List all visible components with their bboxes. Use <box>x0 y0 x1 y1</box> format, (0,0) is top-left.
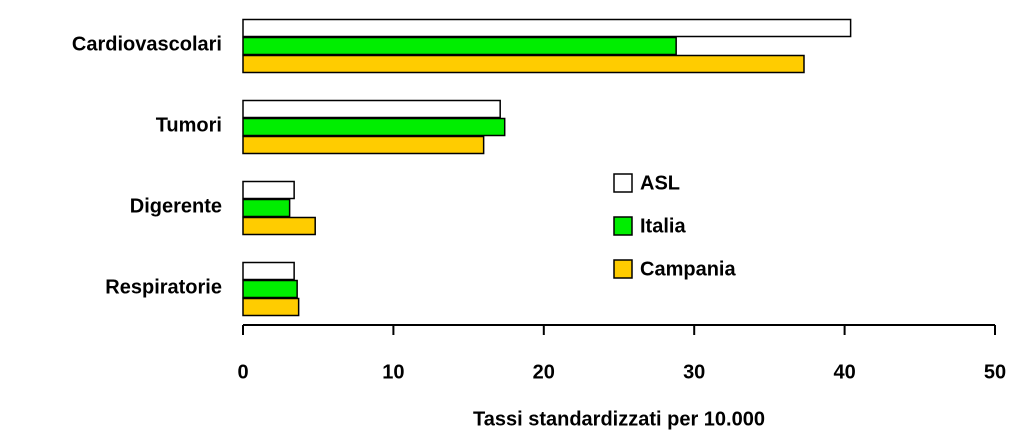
bar <box>242 180 295 200</box>
x-tick-label: 30 <box>683 361 705 383</box>
bar <box>242 216 316 236</box>
y-tick-label: Respiratorie <box>105 276 222 298</box>
legend-label: Italia <box>640 215 686 237</box>
bar <box>242 36 677 56</box>
bar <box>242 54 805 74</box>
x-tick-label: 40 <box>833 361 855 383</box>
x-tick-label: 20 <box>533 361 555 383</box>
bar <box>242 279 298 299</box>
bar <box>242 198 291 218</box>
x-axis-title: Tassi standardizzati per 10.000 <box>473 408 765 430</box>
bar <box>242 18 852 38</box>
bar <box>242 117 506 137</box>
legend-swatch <box>613 216 633 236</box>
x-tick-label: 0 <box>237 361 248 383</box>
y-tick-label: Digerente <box>130 195 222 217</box>
x-tick-label: 50 <box>984 361 1006 383</box>
bar <box>242 135 485 155</box>
legend-label: ASL <box>640 172 680 194</box>
y-tick-label: Cardiovascolari <box>72 33 222 55</box>
bar <box>242 261 295 281</box>
bar <box>242 99 501 119</box>
bar <box>242 297 300 317</box>
legend-swatch <box>613 259 633 279</box>
x-tick-label: 10 <box>382 361 404 383</box>
y-tick-label: Tumori <box>156 114 222 136</box>
legend-label: Campania <box>640 258 736 280</box>
legend-swatch <box>613 173 633 193</box>
